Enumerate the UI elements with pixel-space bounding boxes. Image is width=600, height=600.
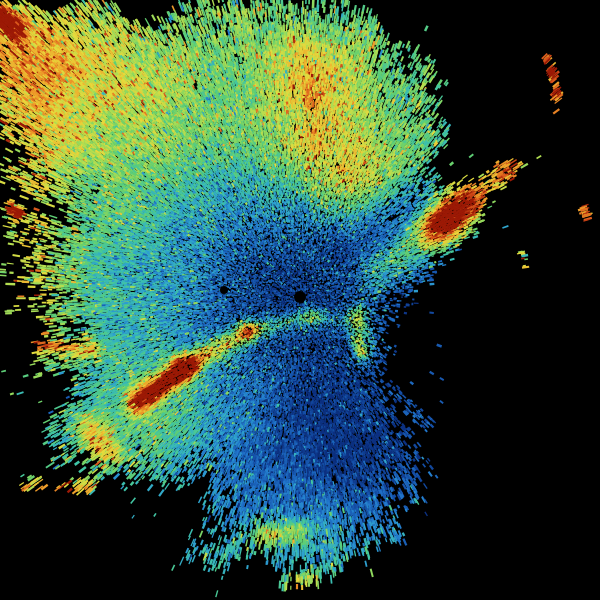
radar-display (0, 0, 600, 600)
radar-ppi-image (0, 0, 600, 600)
